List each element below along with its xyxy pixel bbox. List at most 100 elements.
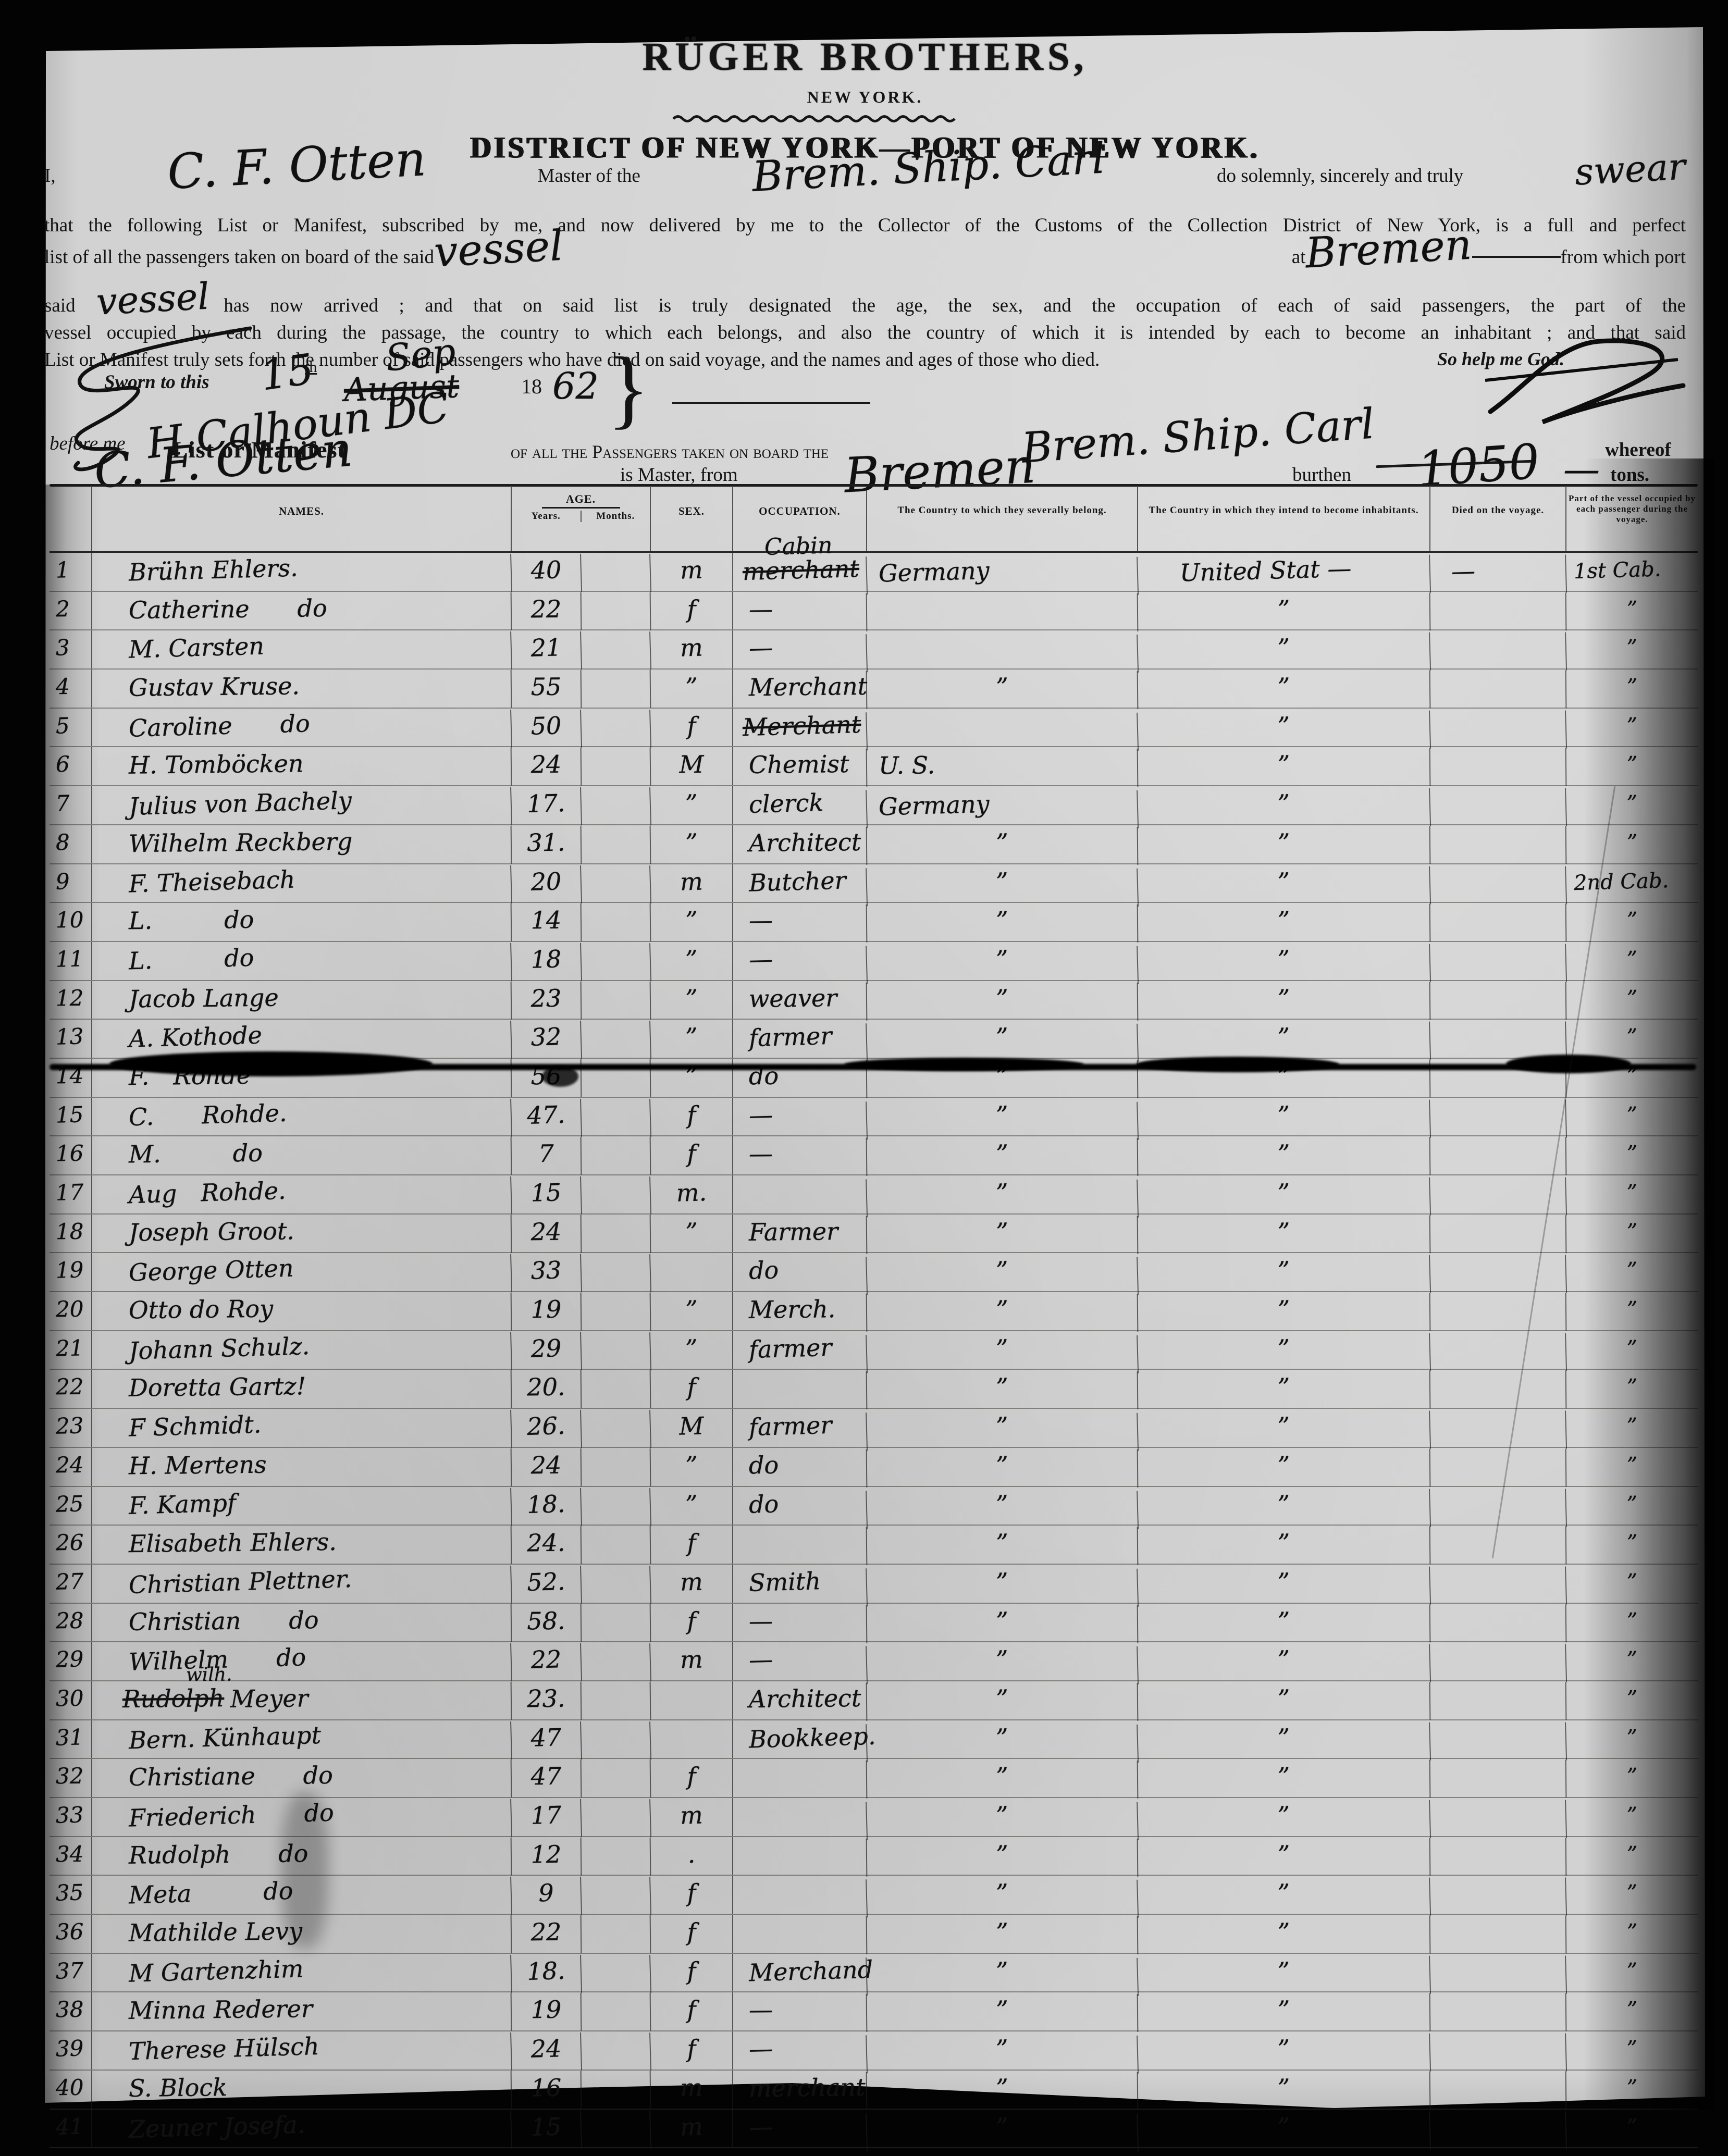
cell-sex: ” [649,1213,733,1253]
cell-age-years: 12 [510,1836,581,1876]
cell-country-intend: ” [1137,1949,1430,1996]
cell-name: F. Rohde [91,1058,511,1097]
cell-country-belong: ” [866,1135,1138,1176]
vessel-handwritten: vessel [433,221,564,277]
name-text: Caroline do [128,709,310,742]
header-country-intend: The Country in which they intend to beco… [1137,487,1429,551]
cell-name: H. Tomböcken [91,747,511,786]
name-text: Therese Hülsch [128,2032,319,2066]
table-top-rule [50,484,1698,487]
swear-handwritten: swear [1574,145,1687,194]
cell-sex: f [649,1914,733,1953]
cell-country-belong: ” [866,1405,1138,1451]
cell-name: Mathilde Levy [91,1915,511,1953]
passenger-table: NAMES. AGE. Years. Months. SEX. OCCUPATI… [50,484,1698,2152]
cell-country-intend: ” [1137,1327,1430,1373]
cell-died [1429,1992,1566,2031]
cell-row-number: 11 [55,946,84,972]
vessel-handwritten-2: vessel [95,275,211,324]
cell-age-years: 24 [510,2030,581,2071]
occupation-text: clerck [748,788,824,819]
table-row: 16 M. do 7 f — ” ” ” [50,1135,1698,1176]
cell-row-number: 3 [55,635,70,661]
cell-country-belong: ” [866,1212,1138,1254]
cell-age-years: 26. [510,1408,581,1448]
table-row: 8 Wilhelm Reckberg 31. ” Architect ” ” ” [50,823,1698,865]
name-text: Joseph Groot. [128,1217,294,1247]
cell-died [1429,1251,1566,1293]
cell-country-intend: ” [1137,1405,1430,1451]
cell-age-months [580,552,650,592]
cell-row-number: 40 [55,2074,84,2101]
occupation-text: — [748,1139,773,1168]
cell-sex: M [649,1407,733,1448]
occupation-text: Merchand [748,1955,873,1987]
cell-vessel-part: ” [1565,2107,1698,2149]
table-row: 20 Otto do Roy 19 ” Merch. ” ” ” [50,1291,1698,1332]
occupation-text: farmer [748,1333,832,1364]
cell-age-months [580,1952,650,1993]
cell-vessel-part: ” [1565,1018,1698,1060]
cell-occupation: farmer [732,1331,866,1369]
header-age: AGE. [565,492,596,505]
cell-row-number: 9 [55,868,70,895]
cell-occupation: — [732,1603,866,1642]
cell-age-months [580,785,650,825]
cell-country-intend: ” [1137,1212,1430,1254]
occupation-text: — [748,594,773,623]
cell-died [1429,824,1566,864]
of-all-passengers: of all the Passengers taken on board the [511,441,829,462]
cell-vessel-part: ” [1565,1329,1698,1371]
cell-died [1429,902,1566,942]
cell-vessel-part: ” [1565,1096,1698,1137]
cell-vessel-part: ” [1565,2029,1698,2072]
occupation-text: Farmer [748,1217,838,1246]
cell-name: A. Kothode [91,1020,511,1058]
cell-country-intend: ” [1137,2068,1430,2110]
cell-died [1429,1095,1566,1137]
table-row: 15 C. Rohde. 47. f — ” ” ” [50,1093,1698,1140]
cell-country-belong: ” [866,1639,1138,1684]
cell-country-belong [866,590,1138,631]
firm-city: NEW YORK. [807,88,923,106]
table-row: 30 wilh. Rudolph Meyer 23. Architect ” ”… [50,1664,1698,1721]
cell-vessel-part: ” [1565,668,1698,709]
cell-country-belong: ” [866,1680,1138,1721]
cell-occupation [732,1837,866,1875]
cell-occupation [732,1175,866,1213]
cell-occupation: Smith [732,1564,866,1603]
cell-sex [649,1719,733,1760]
name-text: F. Theisebach [128,865,295,898]
name-text: L. do [128,943,254,975]
table-row: 39 Therese Hülsch 24 f — ” ” ” [50,2027,1698,2074]
table-row: 35 Meta do 9 f ” ” ” [50,1872,1698,1918]
cell-sex: . [649,1836,733,1876]
cell-age-months [580,1213,650,1253]
blank-dash [1472,256,1561,258]
cell-vessel-part: ” [1565,1251,1698,1293]
cell-country-intend: ” [1137,823,1430,865]
cell-sex [649,1252,733,1293]
cell-country-belong: ” [866,1016,1138,1062]
squiggle-divider [672,115,956,122]
occupation-text: Merchant [748,672,868,702]
cell-country-intend: ” [1137,1015,1430,1062]
cell-row-number: 10 [55,907,84,933]
cell-died [1429,591,1566,630]
cell-country-belong: ” [866,1327,1138,1373]
cell-country-belong: U. S. [866,746,1138,787]
cell-age-months [580,2030,650,2071]
cell-country-intend: ” [1137,1794,1430,1840]
cell-vessel-part: ” [1565,1758,1698,1798]
cell-occupation [732,1915,866,1953]
cell-country-intend: ” [1137,1835,1430,1877]
cell-age-months [580,1758,650,1798]
cell-occupation: — [732,903,866,941]
cell-age-years: 17. [510,785,581,825]
cell-country-intend: ” [1137,1291,1430,1332]
cell-occupation: merchant [732,2070,866,2109]
cell-died [1429,1874,1566,1916]
cell-occupation: do [732,1253,866,1292]
cell-vessel-part: ” [1565,1407,1698,1449]
cell-occupation [732,1798,866,1836]
